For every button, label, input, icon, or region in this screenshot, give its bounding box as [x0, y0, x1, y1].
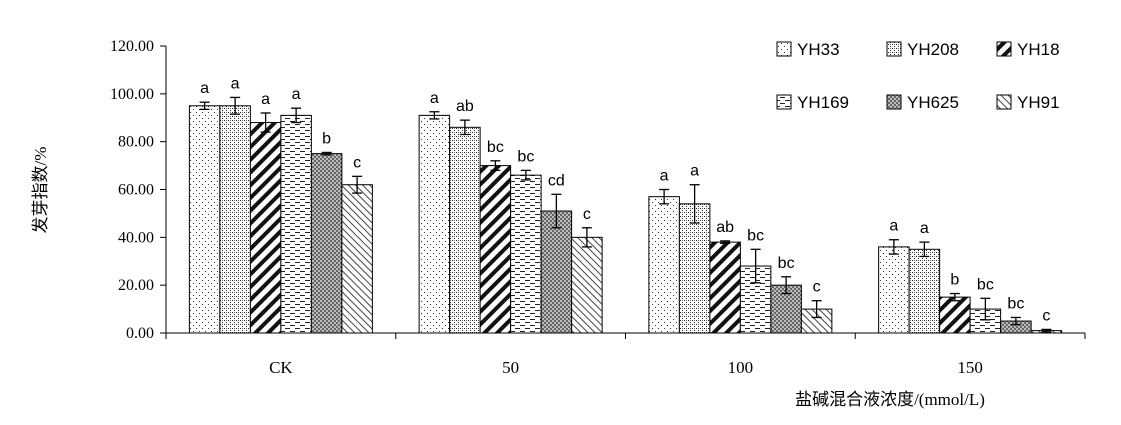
- significance-letter: a: [660, 168, 669, 185]
- legend-swatch: [776, 94, 792, 110]
- legend-swatch: [996, 41, 1012, 57]
- x-tick-label: 150: [957, 358, 983, 377]
- significance-letter: bc: [977, 276, 994, 293]
- bar: [418, 114, 451, 334]
- significance-letter: bc: [487, 139, 504, 156]
- y-tick-label: 80.00: [118, 134, 154, 151]
- x-tick-label: 100: [728, 358, 754, 377]
- significance-letter: c: [583, 206, 591, 223]
- y-tick-label: 60.00: [118, 182, 154, 199]
- legend-item: YH169: [776, 93, 849, 112]
- significance-letter: c: [813, 279, 821, 296]
- y-tick-label: 0.00: [126, 325, 154, 342]
- legend-item: YH33: [776, 40, 840, 59]
- bar: [510, 174, 542, 334]
- significance-letter: c: [353, 154, 361, 171]
- legend-item: YH91: [996, 93, 1060, 112]
- significance-letter: c: [1042, 307, 1050, 324]
- legend-label: YH33: [797, 40, 840, 59]
- significance-letter: ab: [456, 98, 474, 115]
- legend-label: YH18: [1017, 40, 1060, 59]
- significance-letter: a: [200, 80, 209, 97]
- significance-letter: b: [322, 130, 331, 147]
- bar: [709, 241, 741, 334]
- significance-letter: a: [231, 75, 240, 92]
- significance-letter: bc: [1007, 295, 1024, 312]
- bar: [341, 184, 373, 334]
- significance-letter: a: [690, 163, 699, 180]
- y-axis: 0.00 20.00 40.00 60.00 80.00 100.00 120.00: [110, 38, 167, 342]
- legend-label: YH169: [797, 93, 849, 112]
- legend-swatch: [996, 94, 1012, 110]
- significance-letter: a: [292, 86, 301, 103]
- y-axis-title: 发芽指数/%: [31, 147, 50, 234]
- bar: [310, 153, 343, 334]
- y-tick-label: 40.00: [118, 229, 154, 246]
- legend-label: YH208: [907, 40, 959, 59]
- bar: [188, 105, 221, 334]
- significance-letter: a: [920, 220, 929, 237]
- x-axis-title: 盐碱混合液浓度/(mmol/L): [795, 390, 985, 409]
- y-tick-label: 100.00: [110, 86, 154, 103]
- legend-swatch: [776, 41, 792, 57]
- bar: [571, 236, 603, 334]
- significance-letter: bc: [747, 227, 764, 244]
- significance-letter: bc: [517, 148, 534, 165]
- significance-letter: bc: [778, 255, 795, 272]
- significance-letter: a: [889, 218, 898, 235]
- bar: [878, 246, 910, 334]
- significance-letter: ab: [716, 219, 734, 236]
- bar: [939, 296, 971, 334]
- bar: [219, 105, 251, 334]
- legend: YH33 YH208 YH18 YH169 YH625 YH91: [776, 40, 1060, 112]
- bar: [449, 126, 481, 334]
- bar: [280, 114, 312, 334]
- significance-letter: b: [950, 272, 959, 289]
- legend-swatch: [886, 41, 902, 57]
- legend-item: YH18: [996, 40, 1060, 59]
- x-axis: CK 50 100 150: [165, 332, 1086, 377]
- x-tick-label: 50: [502, 358, 519, 377]
- significance-letter: cd: [548, 172, 565, 189]
- bar: [249, 122, 282, 334]
- legend-swatch: [886, 94, 902, 110]
- bar: [908, 248, 941, 334]
- significance-letter: a: [261, 91, 270, 108]
- legend-item: YH208: [886, 40, 959, 59]
- bar: [479, 165, 512, 334]
- bar: [648, 196, 680, 334]
- y-tick-label: 120.00: [110, 38, 154, 55]
- legend-label: YH91: [1017, 93, 1060, 112]
- bar: [540, 210, 573, 334]
- legend-item: YH625: [886, 93, 959, 112]
- x-tick-label: CK: [269, 358, 293, 377]
- legend-label: YH625: [907, 93, 959, 112]
- significance-letter: a: [430, 90, 439, 107]
- y-tick-label: 20.00: [118, 277, 154, 294]
